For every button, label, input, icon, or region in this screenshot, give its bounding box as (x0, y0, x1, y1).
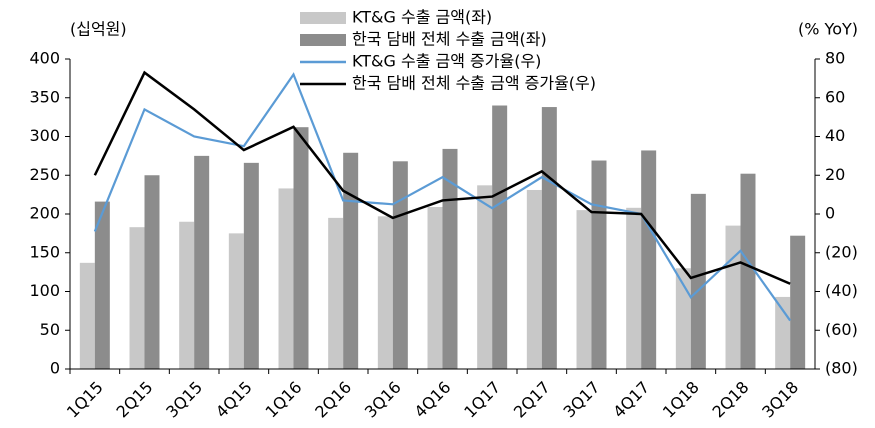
y2-tick-label: (40) (825, 281, 858, 300)
bar (427, 207, 443, 369)
y-tick-label: 100 (29, 281, 60, 300)
bar (740, 173, 756, 369)
y-tick-label: 150 (29, 242, 60, 261)
bar (690, 193, 706, 369)
bar (775, 296, 791, 369)
x-tick-label: 1Q15 (63, 378, 107, 422)
y2-tick-label: (60) (825, 320, 858, 339)
x-tick-label: 4Q17 (609, 378, 653, 422)
x-tick-label: 3Q15 (162, 378, 206, 422)
bar (675, 268, 691, 369)
legend-label: KT&G 수출 금액 증가율(우) (352, 52, 541, 71)
y-tick-label: 350 (29, 87, 60, 106)
bar (392, 161, 408, 369)
bar (790, 235, 806, 369)
bar (79, 262, 95, 369)
y2-tick-label: 0 (825, 204, 835, 223)
x-tick-label: 1Q16 (262, 378, 306, 422)
bar (129, 227, 145, 369)
y2-tick-label: 20 (825, 165, 845, 184)
y2-tick-label: (20) (825, 242, 858, 261)
bar (328, 217, 344, 369)
bar (278, 188, 294, 369)
x-tick-label: 3Q18 (758, 378, 802, 422)
x-tick-label: 2Q18 (709, 378, 753, 422)
bar (243, 162, 259, 369)
line-series (93, 72, 792, 322)
x-tick-label: 3Q17 (560, 378, 604, 422)
x-tick-label: 2Q15 (113, 378, 157, 422)
y-tick-label: 50 (40, 320, 60, 339)
legend-label: 한국 담배 전체 수출 금액 증가율(우) (352, 74, 596, 93)
bar (377, 216, 393, 369)
x-tick-label: 1Q17 (460, 378, 504, 422)
x-tick-label: 2Q17 (510, 378, 554, 422)
bar (576, 210, 592, 369)
bar (477, 185, 493, 369)
legend-label: KT&G 수출 금액(좌) (352, 8, 492, 27)
bar (541, 107, 557, 370)
line-series (93, 70, 791, 285)
x-tick-label: 1Q18 (659, 378, 703, 422)
y-axis-label: (십억원) (70, 20, 127, 39)
y2-tick-label: 60 (825, 87, 845, 106)
x-tick-label: 2Q16 (311, 378, 355, 422)
legend-swatch (300, 12, 346, 24)
bar (492, 105, 508, 369)
bar (442, 148, 458, 369)
bar (194, 155, 210, 369)
y2-axis-label: (% YoY) (798, 20, 858, 39)
y-tick-label: 400 (29, 49, 60, 68)
y-tick-label: 200 (29, 204, 60, 223)
bar (94, 201, 110, 369)
bar (144, 175, 160, 369)
legend-swatch (300, 34, 346, 46)
bar (228, 233, 244, 369)
bar (293, 127, 309, 369)
bar (343, 152, 359, 369)
bar (591, 160, 607, 369)
y2-tick-label: (80) (825, 359, 858, 378)
y-tick-label: 300 (29, 126, 60, 145)
bar (626, 207, 642, 369)
bar (725, 225, 741, 369)
legend-label: 한국 담배 전체 수출 금액(좌) (352, 30, 547, 49)
x-tick-label: 3Q16 (361, 378, 405, 422)
x-tick-label: 4Q15 (212, 378, 256, 422)
y-tick-label: 0 (50, 359, 60, 378)
y2-tick-label: 40 (825, 126, 845, 145)
bar (641, 150, 657, 369)
x-tick-label: 4Q16 (411, 378, 455, 422)
y2-tick-label: 80 (825, 49, 845, 68)
bar (179, 221, 195, 369)
y-tick-label: 250 (29, 165, 60, 184)
bar (526, 189, 542, 369)
